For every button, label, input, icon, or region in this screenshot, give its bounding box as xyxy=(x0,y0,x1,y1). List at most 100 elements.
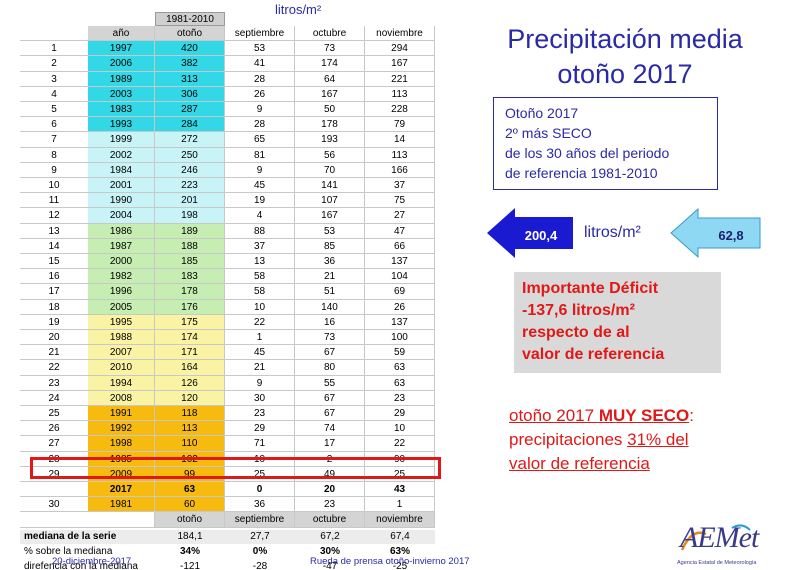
year-cell: 2017 xyxy=(88,482,155,498)
october-cell: 167 xyxy=(295,86,365,102)
november-cell: 113 xyxy=(365,147,435,163)
rank-cell: 13 xyxy=(20,224,88,239)
october-cell: 36 xyxy=(295,254,365,270)
october-cell: 51 xyxy=(295,284,365,300)
reference-value: 200,4 xyxy=(524,228,558,243)
november-cell: 37 xyxy=(365,178,435,194)
year-cell: 1994 xyxy=(88,375,155,391)
rank-cell: 1 xyxy=(20,41,88,57)
table-row: 13 1986 189 88 53 47 xyxy=(20,223,435,239)
october-cell: 167 xyxy=(295,208,365,224)
november-cell: 27 xyxy=(365,208,435,224)
autumn-cell: 198 xyxy=(155,208,225,224)
november-cell: 59 xyxy=(365,345,435,361)
summary-colon: : xyxy=(689,406,694,425)
info-line: 2º más SECO xyxy=(505,125,592,141)
summary-label: mediana de la serie xyxy=(24,530,117,542)
year-cell: 2007 xyxy=(88,345,155,361)
reference-period-header: 1981-2010 xyxy=(155,12,225,26)
november-cell: 104 xyxy=(365,269,435,285)
autumn-cell: 223 xyxy=(155,178,225,194)
observed-value: 62,8 xyxy=(718,228,744,243)
year-cell: 1999 xyxy=(88,132,155,148)
rank-cell: 18 xyxy=(20,300,88,315)
october-cell: 55 xyxy=(295,375,365,391)
september-cell: 36 xyxy=(225,497,295,513)
autumn-cell: 118 xyxy=(155,406,225,422)
summary-part: valor de referencia xyxy=(509,454,650,473)
summary-part: otoño 2017 xyxy=(509,406,599,425)
autumn-cell: 113 xyxy=(155,421,225,437)
current-year-highlight xyxy=(30,457,441,479)
november-cell: 10 xyxy=(365,421,435,437)
summary-value: 27,7 xyxy=(250,530,270,542)
year-cell: 2006 xyxy=(88,56,155,72)
table-row: 18 2005 176 10 140 26 xyxy=(20,299,435,315)
november-cell: 228 xyxy=(365,102,435,118)
summary-value: -121 xyxy=(179,560,200,570)
rank-cell: 17 xyxy=(20,284,88,300)
column-header: año xyxy=(88,26,155,42)
year-cell: 1983 xyxy=(88,102,155,118)
september-cell: 10 xyxy=(225,299,295,315)
september-cell: 22 xyxy=(225,314,295,330)
autumn-cell: 164 xyxy=(155,360,225,376)
rank-cell: 14 xyxy=(20,239,88,254)
rank-cell xyxy=(20,482,88,498)
autumn-cell: 174 xyxy=(155,330,225,346)
september-cell: 1 xyxy=(225,330,295,346)
summary-value: 63% xyxy=(389,545,410,557)
table-row: 6 1993 284 28 178 79 xyxy=(20,117,435,133)
september-cell: 9 xyxy=(225,162,295,178)
november-cell: 137 xyxy=(365,314,435,330)
table-row: 4 2003 306 26 167 113 xyxy=(20,86,435,102)
deficit-line: Importante Déficit xyxy=(522,280,659,297)
summary-value: 0% xyxy=(252,545,268,557)
september-cell: 41 xyxy=(225,56,295,72)
header-rank xyxy=(20,512,88,528)
arrow-units: litros/m² xyxy=(584,224,641,241)
rank-cell: 16 xyxy=(20,269,88,285)
info-box: Otoño 2017 2º más SECO de los 30 años de… xyxy=(493,97,718,190)
year-cell: 1982 xyxy=(88,269,155,285)
september-cell: 23 xyxy=(225,406,295,422)
october-cell: 85 xyxy=(295,238,365,254)
autumn-cell: 178 xyxy=(155,284,225,300)
autumn-cell: 189 xyxy=(155,223,225,239)
november-cell: 63 xyxy=(365,360,435,376)
rank-cell: 24 xyxy=(20,391,88,406)
year-cell: 1996 xyxy=(88,284,155,300)
september-cell: 13 xyxy=(225,254,295,270)
november-cell: 14 xyxy=(365,132,435,148)
autumn-cell: 120 xyxy=(155,390,225,406)
october-cell: 140 xyxy=(295,299,365,315)
year-cell: 1995 xyxy=(88,314,155,330)
october-cell: 21 xyxy=(295,269,365,285)
info-line: Otoño 2017 xyxy=(505,105,579,121)
table-row: 26 1992 113 29 74 10 xyxy=(20,421,435,437)
year-cell: 2003 xyxy=(88,86,155,102)
autumn-cell: 272 xyxy=(155,132,225,148)
october-cell: 49 xyxy=(295,466,365,482)
autumn-cell: 60 xyxy=(155,497,225,513)
table-header: año otoño septiembre octubre noviembre xyxy=(20,26,435,42)
table-row: 11 1990 201 19 107 75 xyxy=(20,193,435,209)
table-row: 1 1997 420 53 73 294 xyxy=(20,41,435,57)
november-cell: 22 xyxy=(365,436,435,452)
deficit-line: valor de referencia xyxy=(522,346,665,363)
column-header: septiembre xyxy=(225,26,295,42)
november-cell: 167 xyxy=(365,56,435,72)
autumn-cell: 313 xyxy=(155,71,225,87)
november-cell: 113 xyxy=(365,86,435,102)
september-cell: 4 xyxy=(225,208,295,224)
september-cell: 28 xyxy=(225,117,295,133)
october-cell: 67 xyxy=(295,345,365,361)
november-cell: 100 xyxy=(365,330,435,346)
rank-cell: 15 xyxy=(20,254,88,270)
table-row: 30 1981 60 36 23 1 xyxy=(20,497,435,513)
table-row: 3 1989 313 28 64 221 xyxy=(20,71,435,87)
september-cell: 9 xyxy=(225,375,295,391)
table-row: 17 1996 178 58 51 69 xyxy=(20,284,435,300)
november-cell: 25 xyxy=(365,466,435,482)
autumn-cell: 287 xyxy=(155,102,225,118)
